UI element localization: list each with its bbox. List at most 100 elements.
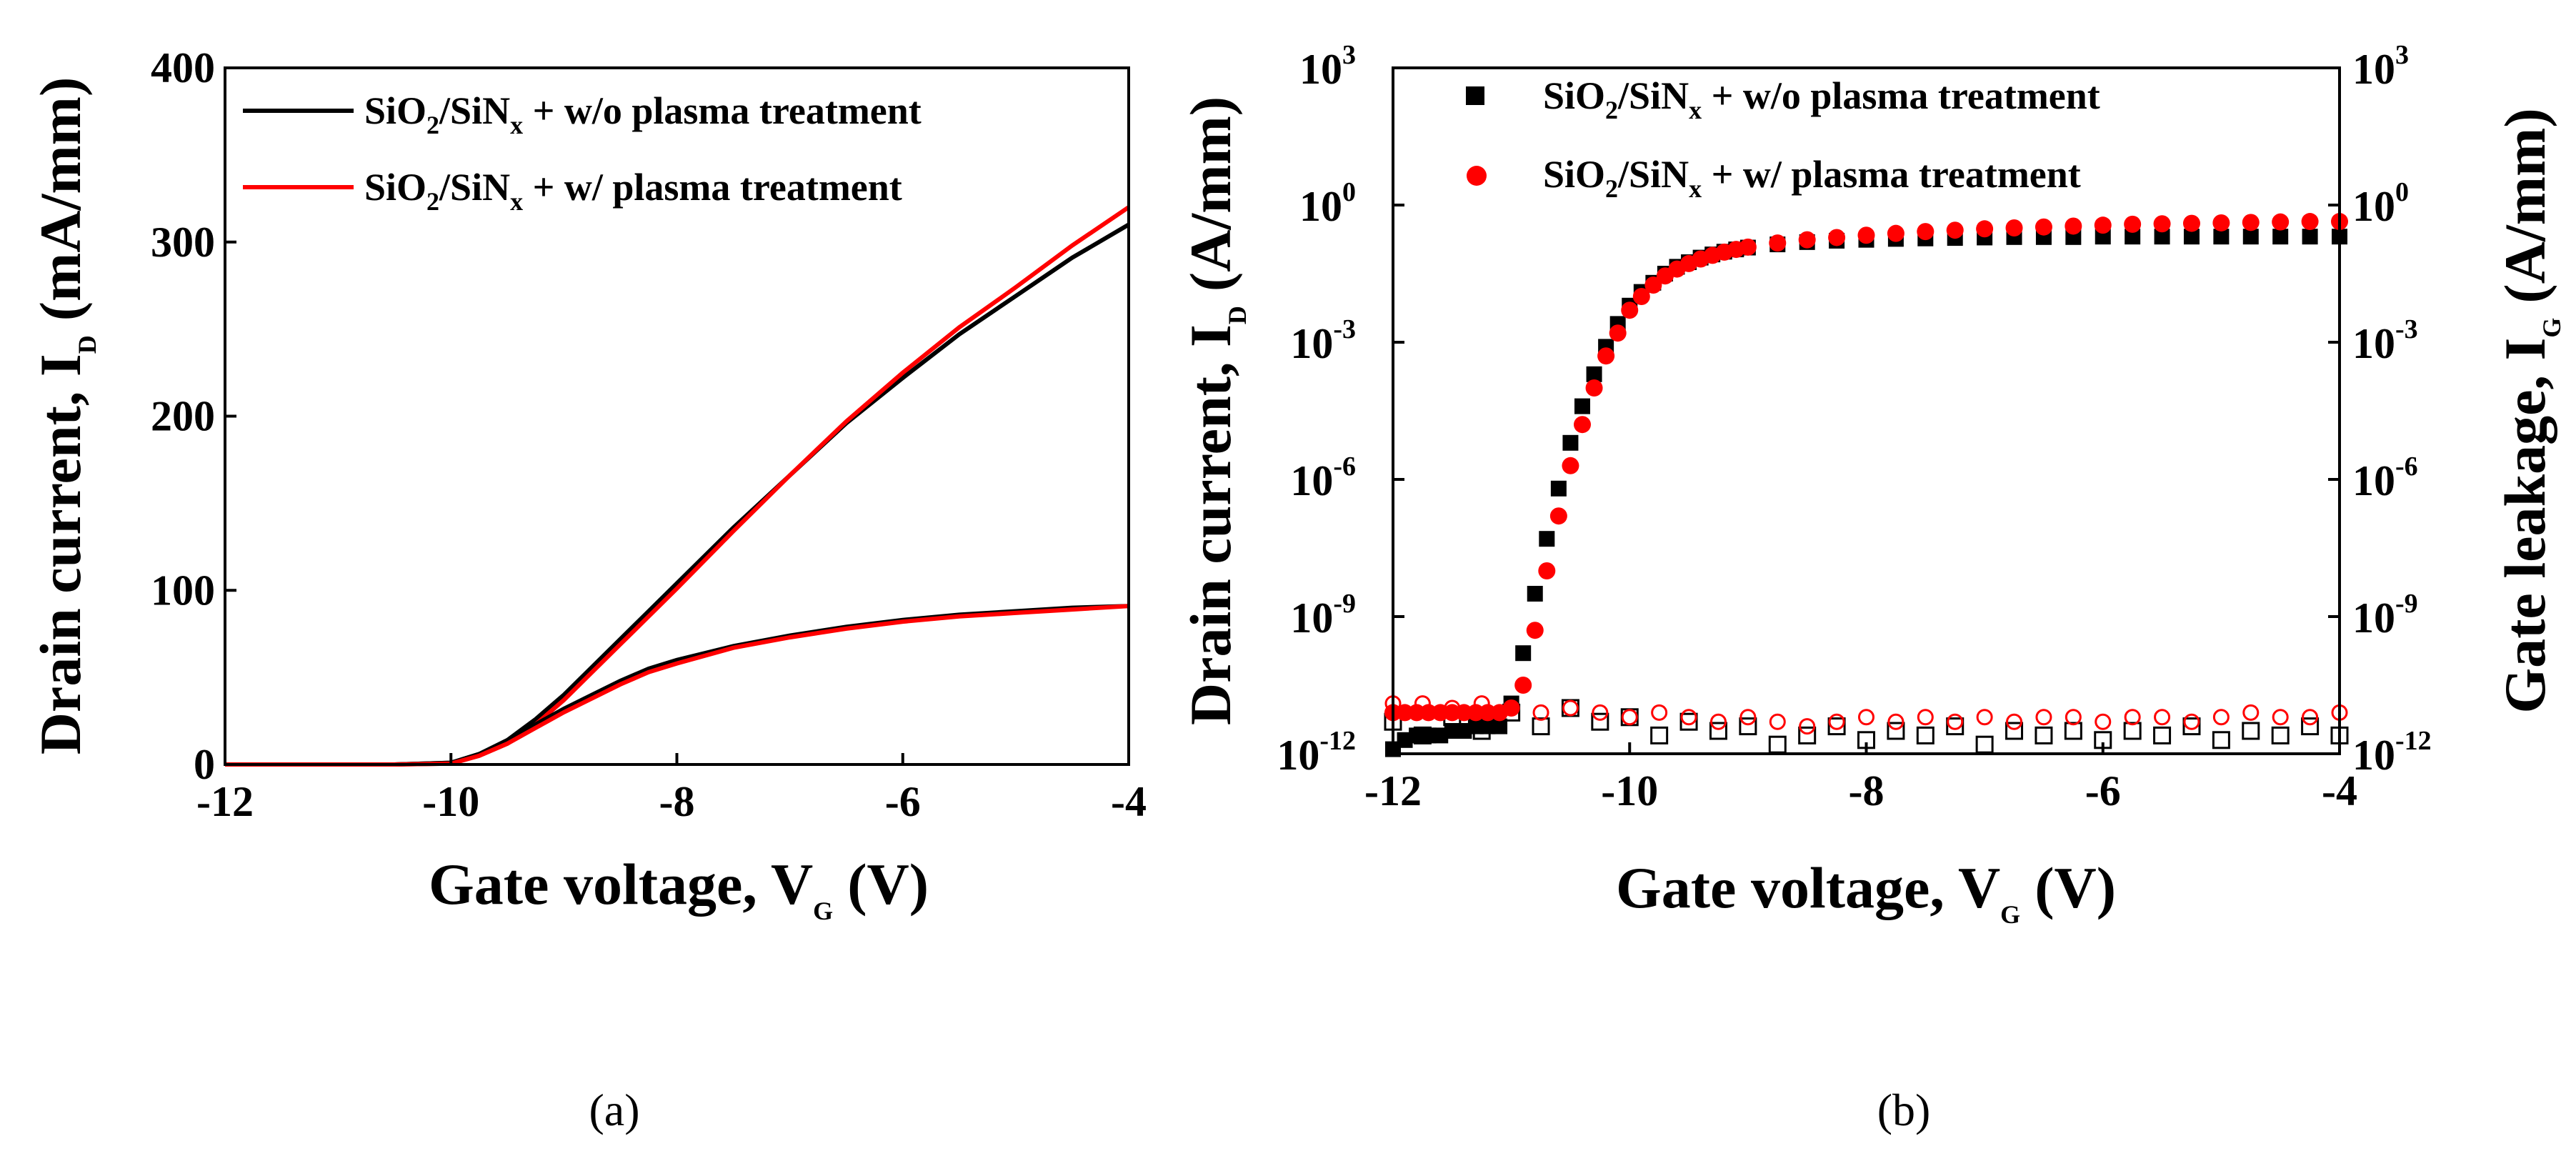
panel-b-leakage-point-1 xyxy=(1946,717,1965,736)
panel-a-y-axis-label: Drain current, ID(mA/mm) xyxy=(28,77,101,755)
panel-a-y-tick-label: 0 xyxy=(194,741,215,788)
panel-b-drain-point-2 xyxy=(2094,216,2112,234)
panel-b-leakage-point-2 xyxy=(2242,704,2260,721)
panel-b-leakage-point-1 xyxy=(2153,726,2172,744)
panel-a-y-tick-label: 100 xyxy=(151,567,215,614)
panel-b-drain-point-2 xyxy=(1419,704,1437,722)
panel-b-leakage-point-2 xyxy=(1592,704,1609,721)
panel-b-drain-point-2 xyxy=(2005,219,2023,236)
panel-b-y-tick-label: 100 xyxy=(1299,177,1356,230)
panel-b-leakage-point-1 xyxy=(1591,712,1609,731)
panel-b-drain-point-2 xyxy=(1597,347,1615,365)
panel-b-drain-point-2 xyxy=(1739,238,1757,256)
panel-b-drain-point-2 xyxy=(1976,220,1994,238)
panel-b-drain-point-2 xyxy=(1562,457,1579,474)
panel-b-leakage-point-2 xyxy=(2272,709,2289,726)
panel-b-leakage-point-2 xyxy=(1562,699,1579,717)
panel-b-y2-tick-label: 10-6 xyxy=(2352,452,2418,504)
panel-b-leakage-point-2 xyxy=(2065,709,2082,726)
panel-b-drain-point-2 xyxy=(1574,416,1591,434)
panel-b-leakage-point-2 xyxy=(1769,713,1786,730)
panel-b-drain-point-2 xyxy=(2182,214,2200,232)
panel-b-leakage-point-2 xyxy=(2183,713,2200,730)
panel-b-leakage-point-1 xyxy=(2271,726,2290,744)
panel-b-y-tick-label: 10-9 xyxy=(1290,589,1356,642)
panel-b-x-axis-label: Gate voltage, VG (V) xyxy=(1616,855,2116,929)
panel-b-leakage-point-1 xyxy=(1916,726,1935,744)
panel-b-leakage-point-2 xyxy=(2212,709,2230,726)
panel-b-leakage-point-1 xyxy=(1887,722,1905,740)
panel-b-drain-point-2 xyxy=(1621,302,1639,319)
panel-b-y-tick-label: 103 xyxy=(1299,40,1356,93)
panel-a-x-tick-label: -10 xyxy=(422,778,479,825)
legend-b-label-1: SiO2/SiNx + w/o plasma treatment xyxy=(1543,74,2100,124)
panel-b-y2-tick-label: 103 xyxy=(2352,40,2409,93)
panel-b-leakage-point-2 xyxy=(1709,713,1727,730)
panel-a-legend: SiO2/SiNx + w/o plasma treatment SiO2/Si… xyxy=(243,89,922,216)
panel-b-drain-point-2 xyxy=(1632,288,1650,305)
panel-b-leakage-point-2 xyxy=(1532,704,1549,721)
panel-b-drain-point-1 xyxy=(1432,727,1449,744)
panel-a-x-tick-label: -6 xyxy=(885,778,921,825)
panel-b-drain-point-2 xyxy=(1828,229,1846,246)
panel-b-drain-point-2 xyxy=(1502,699,1520,717)
panel-b-y-axis-label: Drain current, ID(A/mm) xyxy=(1178,96,1252,725)
panel-b-drain-point-1 xyxy=(1550,480,1567,497)
panel-b-drain-point-2 xyxy=(2065,217,2082,235)
panel-a: -12 -10 -8 -6 -4 0 100 200 300 400 SiO2/SiNx + w/… xyxy=(28,44,1147,1135)
panel-b-legend: SiO2/SiNx + w/o plasma treatment SiO2/Si… xyxy=(1466,74,2100,203)
panel-a-y-tick-label: 300 xyxy=(151,219,215,266)
legend-b-label-2: SiO2/SiNx + w/ plasma treatment xyxy=(1543,153,2081,203)
panel-b-leakage-point-2 xyxy=(2124,709,2141,726)
panel-b-drain-point-1 xyxy=(1492,718,1508,734)
panel-b-x-tick-label: -12 xyxy=(1364,767,1422,814)
panel-b-y2-tick-label: 100 xyxy=(2352,177,2409,230)
panel-b-y2-axis-label: Gate leakage, IG(A/mm) xyxy=(2492,108,2566,713)
panel-b-drain-point-2 xyxy=(2212,214,2230,231)
panel-b-drain-point-2 xyxy=(1946,221,1964,239)
panel-b-caption: (b) xyxy=(1877,1085,1931,1135)
panel-b-leakage-point-1 xyxy=(2005,722,2024,740)
legend-a-label-1: SiO2/SiNx + w/o plasma treatment xyxy=(364,89,922,139)
panel-b-drain-point-1 xyxy=(2242,229,2259,245)
legend-b-marker-1 xyxy=(1466,86,1484,105)
panel-b-x-tick-label: -6 xyxy=(2085,767,2121,814)
panel-b-leakage-point-1 xyxy=(1709,722,1727,740)
panel-b-leakage-point-2 xyxy=(1947,713,1964,730)
panel-b-drain-point-1 xyxy=(2213,229,2230,245)
panel-b-leakage-point-2 xyxy=(1828,713,1845,730)
panel-b-y-tick-label: 10-3 xyxy=(1290,314,1356,367)
panel-b-drain-point-1 xyxy=(1515,645,1532,662)
panel-b-leakage-point-1 xyxy=(1975,735,1994,754)
panel-b-leakage-point-2 xyxy=(1976,709,1993,726)
panel-b-drain-point-2 xyxy=(1514,677,1532,694)
panel-b-leakage-point-2 xyxy=(1858,709,1874,726)
panel-b-leakage-point-1 xyxy=(2035,726,2053,744)
panel-b-drain-point-2 xyxy=(2272,213,2290,231)
panel-b-leakage-point-1 xyxy=(2123,722,2142,740)
legend-a-label-2: SiO2/SiNx + w/ plasma treatment xyxy=(364,166,902,216)
panel-a-y-tick-label: 200 xyxy=(151,393,215,440)
panel-b-drain-point-1 xyxy=(1479,718,1496,734)
panel-b-leakage-point-1 xyxy=(1650,726,1669,744)
panel-b-drain-point-2 xyxy=(1769,234,1787,252)
legend-b-marker-2 xyxy=(1467,166,1487,186)
panel-b-leakage-point-1 xyxy=(2182,717,2201,736)
panel-b-leakage-point-1 xyxy=(2301,717,2320,736)
panel-b-drain-point-2 xyxy=(2153,215,2171,233)
panel-b-x-tick-label: -8 xyxy=(1849,767,1884,814)
panel-b-drain-point-2 xyxy=(1396,704,1414,722)
panel-b-leakage-point-1 xyxy=(1739,717,1757,736)
panel-b-drain-point-1 xyxy=(2125,229,2141,245)
panel-b-drain-point-1 xyxy=(1539,531,1555,547)
panel-a-caption: (a) xyxy=(589,1085,639,1135)
panel-b-drain-point-2 xyxy=(2035,218,2052,236)
panel-b-drain-point-1 xyxy=(1409,727,1425,744)
panel-b-drain-point-1 xyxy=(1456,723,1472,739)
panel-b-y2-tick-label: 10-9 xyxy=(2352,589,2418,642)
panel-b-leakage-point-1 xyxy=(1532,717,1550,736)
panel-b-drain-point-1 xyxy=(1527,586,1543,602)
panel-b-drain-point-2 xyxy=(1887,224,1904,242)
